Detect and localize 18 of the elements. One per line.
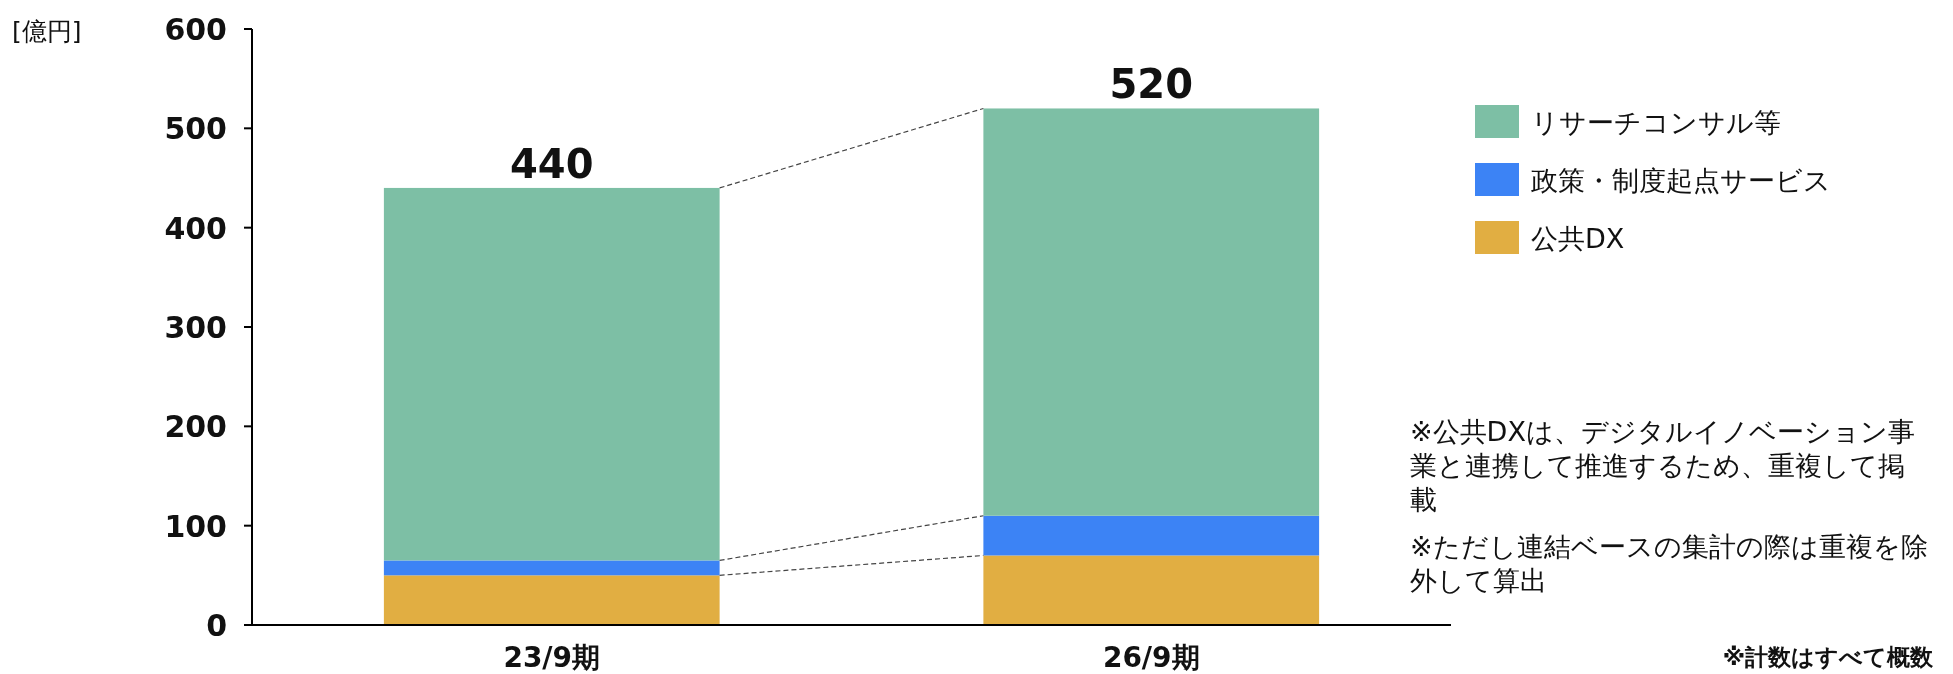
legend-label: 公共DX bbox=[1531, 223, 1625, 254]
total-label: 520 bbox=[1109, 61, 1193, 108]
y-tick-label: 100 bbox=[164, 508, 227, 544]
total-label: 440 bbox=[510, 140, 594, 187]
y-axis-title: [億円] bbox=[12, 17, 82, 46]
annotation: ※ただし連結ベースの集計の際は重複を除外して算出 bbox=[1410, 530, 1929, 598]
y-tick-label: 300 bbox=[164, 310, 227, 345]
y-tick-label: 400 bbox=[164, 210, 227, 246]
y-tick-label: 0 bbox=[206, 608, 227, 643]
legend-label: 政策・制度起点サービス bbox=[1531, 165, 1831, 196]
y-tick-label: 500 bbox=[164, 111, 227, 147]
annotation: ※公共DXは、デジタルイノベーション事業と連携して推進するため、重複して掲載 bbox=[1410, 415, 1916, 517]
text: ※計数はすべて概数 bbox=[1722, 643, 1933, 672]
x-tick-label: 26/9期 bbox=[1102, 641, 1200, 674]
x-tick-label: 23/9期 bbox=[503, 641, 601, 674]
y-tick-label: 200 bbox=[164, 409, 227, 445]
y-tick-label: 600 bbox=[164, 12, 227, 47]
legend-label: リサーチコンサル等 bbox=[1531, 107, 1781, 138]
